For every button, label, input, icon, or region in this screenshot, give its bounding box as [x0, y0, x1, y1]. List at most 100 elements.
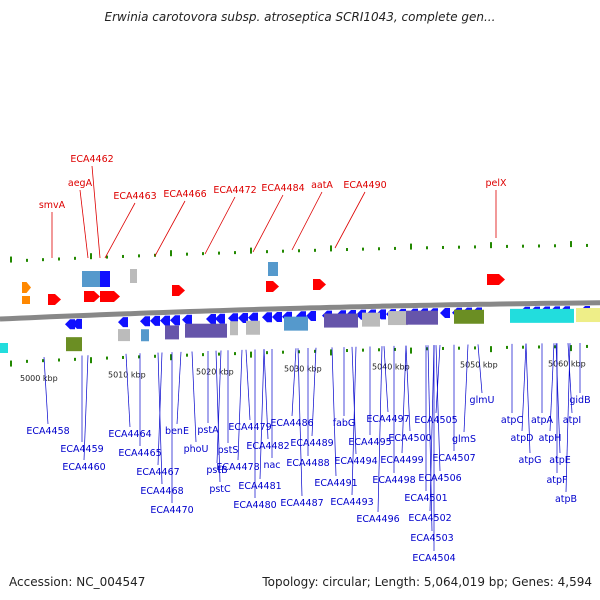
lower-gene-label[interactable]: ECA4504	[412, 553, 455, 564]
lower-gene-label[interactable]: ECA4502	[408, 513, 451, 524]
forward-gene-block[interactable]	[100, 271, 110, 287]
reverse-gene-block[interactable]	[284, 316, 308, 331]
lower-gene-label[interactable]: ECA4506	[418, 473, 461, 484]
lower-gene-label[interactable]: glmU	[470, 395, 495, 406]
reverse-gene-arrow[interactable]	[140, 316, 150, 327]
upper-gene-label[interactable]: ECA4472	[213, 185, 256, 196]
lower-gene-label[interactable]: ECA4467	[136, 467, 179, 478]
reverse-gene-block[interactable]	[141, 329, 149, 342]
lower-gene-label[interactable]: ECA4478	[216, 462, 259, 473]
lower-gene-label[interactable]: ECA4491	[314, 478, 357, 489]
reverse-gene-arrow[interactable]	[72, 318, 82, 329]
lower-gene-label[interactable]: ECA4470	[150, 505, 193, 516]
lower-gene-label[interactable]: ECA4499	[380, 455, 423, 466]
lower-gene-label[interactable]: ECA4479	[228, 422, 271, 433]
lower-gene-label[interactable]: atpD	[511, 433, 534, 444]
reverse-gene-block[interactable]	[362, 312, 380, 327]
lower-gene-label[interactable]: ECA4500	[388, 433, 431, 444]
reverse-gene-block[interactable]	[324, 313, 358, 328]
reverse-gene-block[interactable]	[165, 325, 179, 340]
lower-gene-label[interactable]: fabG	[333, 418, 356, 429]
reverse-gene-arrow[interactable]	[65, 319, 75, 330]
reverse-gene-arrow[interactable]	[160, 315, 170, 326]
lower-gene-label[interactable]: ECA4488	[286, 458, 329, 469]
upper-gene-label[interactable]: ECA4490	[343, 180, 386, 191]
lower-gene-label[interactable]: atpI	[563, 415, 581, 426]
lower-gene-label[interactable]: ECA4496	[356, 514, 399, 525]
lower-gene-label[interactable]: ECA4489	[290, 438, 333, 449]
lower-gene-label[interactable]: ECA4498	[372, 475, 415, 486]
lower-gene-label[interactable]: nac	[263, 460, 280, 471]
reverse-gene-arrow[interactable]	[238, 312, 248, 323]
lower-gene-label[interactable]: phoU	[184, 444, 209, 455]
upper-gene-label[interactable]: smvA	[39, 200, 66, 211]
lower-gene-label[interactable]: atpG	[519, 455, 542, 466]
lower-gene-label[interactable]: ECA4494	[334, 456, 377, 467]
reverse-gene-block[interactable]	[118, 329, 130, 342]
lower-gene-label[interactable]: ECA4493	[330, 497, 373, 508]
reverse-gene-block[interactable]	[246, 320, 260, 335]
lower-gene-label[interactable]: ECA4501	[404, 493, 447, 504]
lower-gene-label[interactable]: benE	[165, 426, 189, 437]
reverse-gene-arrow[interactable]	[150, 315, 160, 326]
forward-gene-block[interactable]	[130, 269, 137, 283]
reverse-gene-arrow[interactable]	[170, 315, 180, 326]
forward-gene-arrow[interactable]	[313, 279, 326, 290]
lower-gene-label[interactable]: glmS	[452, 434, 476, 445]
lower-gene-label[interactable]: ECA4503	[410, 533, 453, 544]
lower-gene-label[interactable]: ECA4507	[432, 453, 475, 464]
forward-gene-arrow[interactable]	[22, 282, 31, 293]
lower-gene-label[interactable]: ECA4468	[140, 486, 183, 497]
reverse-gene-block[interactable]	[454, 309, 484, 324]
lower-gene-label[interactable]: ECA4486	[270, 418, 313, 429]
reverse-gene-arrow[interactable]	[206, 314, 216, 325]
lower-gene-label[interactable]: atpH	[539, 433, 562, 444]
reverse-gene-block[interactable]	[510, 308, 574, 323]
lower-gene-label[interactable]: ECA4459	[60, 444, 103, 455]
lower-gene-label[interactable]: ECA4497	[366, 414, 409, 425]
reverse-gene-arrow[interactable]	[215, 313, 225, 324]
reverse-gene-arrow[interactable]	[182, 314, 192, 325]
lower-gene-label[interactable]: pstA	[197, 425, 219, 436]
reverse-gene-block[interactable]	[576, 308, 600, 323]
reverse-gene-block[interactable]	[66, 337, 82, 352]
upper-gene-label[interactable]: ECA4463	[113, 191, 156, 202]
forward-gene-arrow[interactable]	[266, 281, 279, 292]
forward-gene-block[interactable]	[82, 271, 100, 287]
forward-gene-arrow[interactable]	[48, 294, 61, 305]
upper-gene-label[interactable]: aatA	[311, 180, 333, 191]
lower-gene-label[interactable]: ECA4460	[62, 462, 105, 473]
lower-gene-label[interactable]: ECA4480	[233, 500, 276, 511]
reverse-gene-block[interactable]	[0, 343, 8, 353]
lower-gene-label[interactable]: ECA4505	[414, 415, 457, 426]
lower-gene-label[interactable]: atpF	[546, 475, 567, 486]
forward-gene-arrow[interactable]	[84, 291, 100, 302]
upper-gene-label[interactable]: pelX	[485, 178, 507, 189]
lower-gene-label[interactable]: ECA4482	[246, 441, 289, 452]
lower-gene-label[interactable]: gidB	[569, 395, 590, 406]
lower-gene-label[interactable]: ECA4495	[348, 437, 391, 448]
forward-gene-block[interactable]	[22, 296, 30, 304]
reverse-gene-block[interactable]	[230, 321, 238, 336]
lower-gene-label[interactable]: atpA	[531, 415, 554, 426]
lower-gene-label[interactable]: pstB	[206, 465, 227, 476]
reverse-gene-block[interactable]	[388, 311, 408, 326]
reverse-gene-block[interactable]	[185, 323, 227, 338]
upper-gene-label[interactable]: aegA	[68, 178, 93, 189]
reverse-gene-arrow[interactable]	[272, 311, 282, 322]
lower-gene-label[interactable]: ECA4487	[280, 498, 323, 509]
upper-gene-label[interactable]: ECA4462	[70, 154, 113, 165]
forward-gene-block[interactable]	[268, 262, 278, 276]
lower-gene-label[interactable]: ECA4465	[118, 448, 161, 459]
forward-gene-arrow[interactable]	[107, 291, 120, 302]
lower-gene-label[interactable]: ECA4458	[26, 426, 69, 437]
lower-gene-label[interactable]: atpE	[549, 455, 571, 466]
forward-gene-arrow[interactable]	[487, 274, 505, 285]
upper-gene-label[interactable]: ECA4484	[261, 183, 304, 194]
forward-gene-arrow[interactable]	[172, 285, 185, 296]
lower-gene-label[interactable]: pstC	[209, 484, 231, 495]
lower-gene-label[interactable]: pstS	[218, 445, 239, 456]
reverse-gene-arrow[interactable]	[262, 312, 272, 323]
reverse-gene-arrow[interactable]	[228, 313, 238, 324]
